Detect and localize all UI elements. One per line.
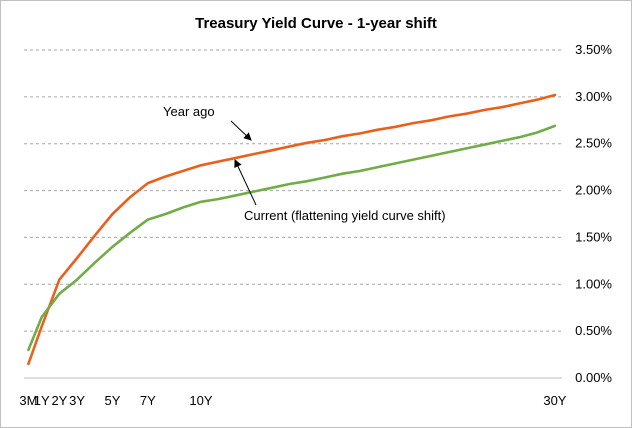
y-tick-label: 3.50% — [575, 42, 612, 57]
annotation-arrow-year-ago — [230, 120, 252, 141]
grid-lines — [24, 49, 562, 332]
x-tick-label: 3M — [19, 393, 37, 408]
x-tick-label: 2Y — [51, 393, 67, 408]
x-tick-label: 5Y — [105, 393, 121, 408]
y-tick-label: 2.50% — [575, 136, 612, 151]
x-tick-label: 30Y — [543, 393, 566, 408]
y-tick-label: 1.00% — [575, 276, 612, 291]
y-tick-label: 0.00% — [575, 370, 612, 385]
annotation-arrow-current — [234, 159, 257, 206]
annotation-year-ago: Year ago — [163, 104, 215, 119]
x-tick-label: 10Y — [189, 393, 212, 408]
annotation-current: Current (flattening yield curve shift) — [244, 208, 446, 223]
y-tick-label: 1.50% — [575, 229, 612, 244]
series-lines — [27, 93, 557, 366]
y-axis-labels: 0.00% 0.50% 1.00% 1.50% 2.00% 2.50% 3.00% 3.50% — [575, 42, 612, 385]
y-tick-label: 3.00% — [575, 89, 612, 104]
series-line-current — [27, 124, 557, 352]
x-tick-label: 1Y — [34, 393, 50, 408]
y-tick-label: 2.00% — [575, 183, 612, 198]
chart-title: Treasury Yield Curve - 1-year shift — [195, 15, 437, 32]
annotations: Year ago Current (flattening yield curve … — [163, 104, 446, 223]
x-tick-label: 7Y — [140, 393, 156, 408]
x-tick-label: 3Y — [69, 393, 85, 408]
y-tick-label: 0.50% — [575, 323, 612, 338]
series-line-year-ago — [27, 93, 557, 366]
